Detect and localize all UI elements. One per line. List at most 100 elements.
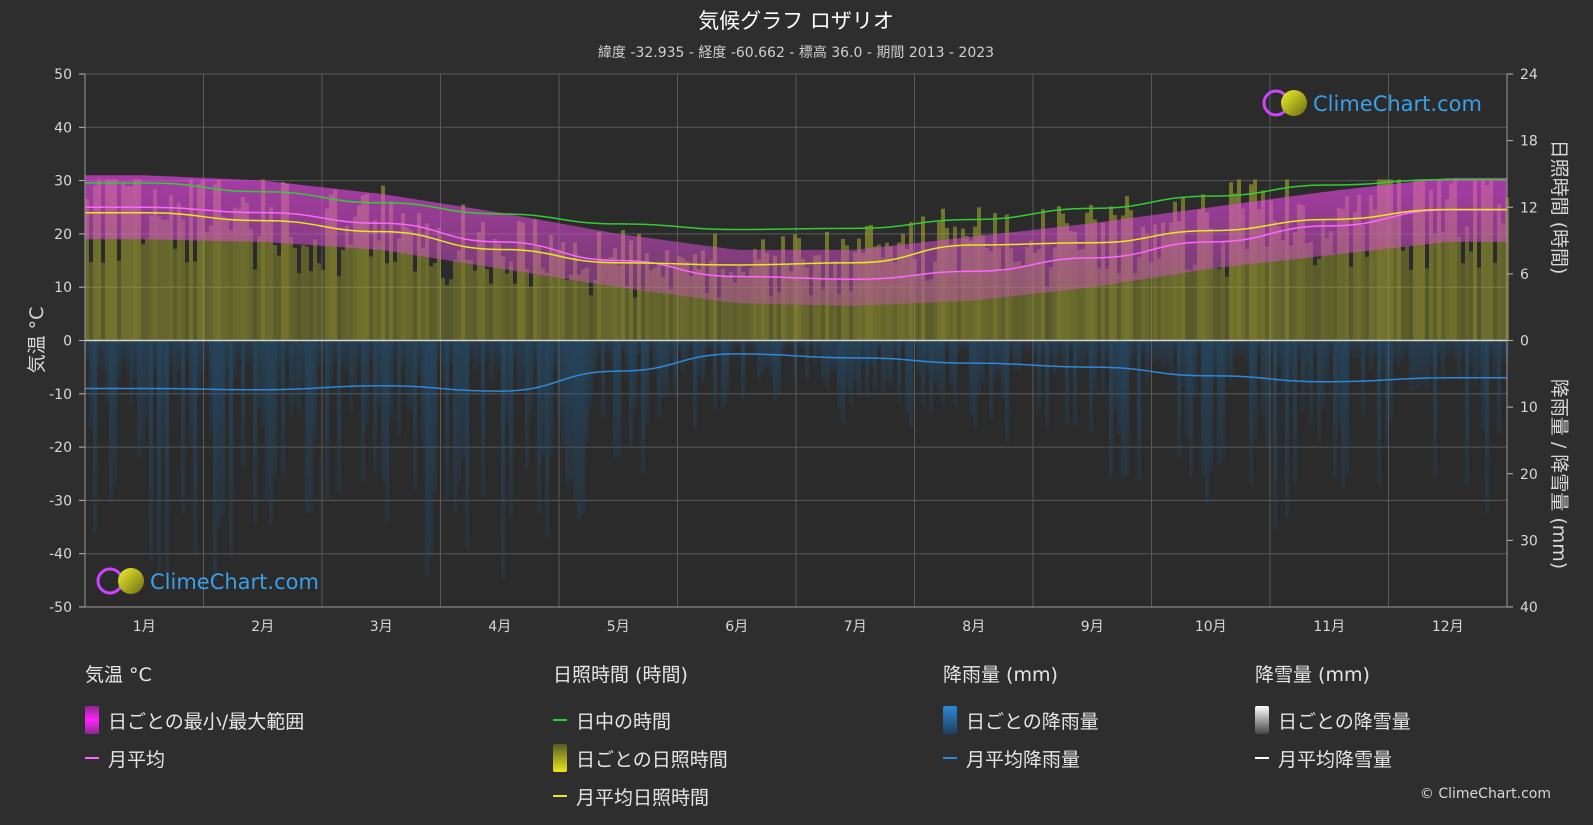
daily-sunshine-bar [605,258,609,341]
daily-rain-bar [489,340,493,383]
daily-sunshine-bar [1265,246,1269,341]
daily-rain-bar [801,340,805,350]
daily-rain-bar [249,340,253,366]
daily-rain-bar [941,340,945,406]
daily-rain-bar [965,340,969,350]
daily-sunshine-bar [689,276,693,341]
daily-rain-bar [253,340,257,524]
daily-rain-bar [1021,340,1025,351]
daily-rain-bar [289,340,293,416]
daily-rain-bar [393,340,397,360]
daily-sunshine-bar [1389,179,1393,341]
daily-sunshine-bar [113,179,117,341]
daily-rain-bar [821,340,825,381]
daily-sunshine-bar [413,271,417,341]
daily-rain-bar [485,340,489,363]
daily-sunshine-bar [601,258,605,341]
daily-rain-bar [261,340,265,426]
y-tick-right-bottom: 40 [1520,600,1538,616]
logo-sun-icon [118,568,144,594]
daily-sunshine-bar [1141,226,1145,341]
daily-rain-bar [601,340,605,419]
daily-sunshine-bar [329,194,333,341]
y-tick-right-bottom: 10 [1520,400,1538,416]
daily-sunshine-bar [181,219,185,341]
daily-rain-bar [1333,340,1337,479]
daily-rain-bar [1149,340,1153,362]
daily-sunshine-bar [141,244,145,341]
daily-rain-bar [149,340,153,561]
daily-rain-bar [961,340,965,350]
daily-rain-bar [1085,340,1089,358]
daily-rain-bar [1417,340,1421,389]
daily-rain-bar [1453,340,1457,360]
daily-sunshine-bar [581,269,585,341]
daily-rain-bar [469,340,473,361]
daily-rain-bar [1049,340,1053,357]
daily-rain-bar [685,340,689,365]
y-tick-left: -30 [49,493,72,509]
daily-sunshine-bar [261,179,265,341]
daily-sunshine-bar [497,243,501,341]
daily-rain-bar [1325,340,1329,384]
daily-sunshine-bar [589,295,593,341]
daily-rain-bar [473,340,477,370]
daily-rain-bar [693,340,697,430]
daily-sunshine-bar [1013,262,1017,341]
temp-avg-line [85,206,1507,280]
axes: 50 40 30 20 10 0 -10 -20 -30 -40 -50 24 18 12 6 0 10 20 30… [49,67,1538,635]
daily-sunshine-bar [285,183,289,341]
daily-rain-bar [689,340,693,349]
daily-sunshine-bar [609,257,613,341]
daily-rain-bar [1133,340,1137,353]
daily-sunshine-bar [145,238,149,341]
daily-rain-bar [865,340,869,397]
daily-sunshine-bar [197,183,201,341]
daily-rain-bar [317,340,321,368]
daily-sunshine-bar [1457,236,1461,341]
daily-rain-bar [429,340,433,558]
daily-rain-bar [677,340,681,353]
daily-rain-bar [373,340,377,473]
daily-rain-bar [1497,340,1501,435]
daily-rain-bar [145,340,149,418]
y-tick-left: 50 [54,67,72,83]
daily-rain-bar [977,340,981,396]
legend-item-temp-range: 日ごとの最小/最大範囲 [85,701,304,739]
x-tick-label: 2月 [251,619,274,635]
daily-sunshine-bar [561,241,565,341]
daily-rain-bar [1361,340,1365,416]
daily-sunshine-bar [1337,207,1341,341]
x-tick-label: 8月 [962,619,985,635]
daily-sunshine-bar [161,219,165,341]
daily-rain-bar [1341,340,1345,488]
daily-sunshine-bar [721,268,725,341]
daily-rain-bar [297,340,301,414]
daily-rain-bar [1337,340,1341,427]
legend-label: 月平均日照時間 [576,786,710,809]
daily-rain-bar [1385,340,1389,446]
daily-rain-bar [233,340,237,379]
daily-sunshine-bar [1445,199,1449,341]
daily-rain-bar [761,340,765,373]
daily-rain-bar [957,340,961,353]
daily-sunshine-bar [1349,266,1353,341]
daily-sunshine-bar [1161,222,1165,341]
chart-title: 気候グラフ ロザリオ [698,9,894,33]
daily-rain-bar [1469,340,1473,366]
daily-rain-bar [477,340,481,365]
daily-sunshine-bar [685,261,689,341]
daily-sunshine-bar [1045,286,1049,341]
daily-rain-bar [1249,340,1253,485]
daily-rain-bar [729,340,733,355]
daily-sunshine-bar [373,219,377,341]
daily-sunshine-bar [1361,225,1365,341]
y-axis-title-left: 気温 °C [26,307,48,374]
daily-rain-bar [1317,340,1321,444]
daily-sunshine-bar [325,208,329,341]
daily-sunshine-bar [245,202,249,341]
daily-sunshine-bar [221,216,225,341]
daily-rain-bar [1353,340,1357,359]
daily-sunshine-bar [425,223,429,341]
daily-sunshine-bar [97,179,101,341]
